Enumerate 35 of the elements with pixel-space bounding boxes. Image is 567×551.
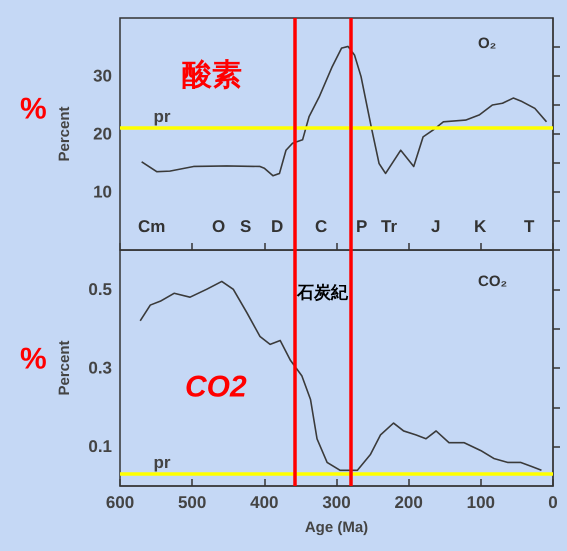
annotation: J (431, 217, 440, 236)
text: % (20, 92, 47, 126)
annotation: C (315, 217, 328, 236)
y-tick-label: 30 (93, 66, 112, 86)
y-tick-label: 20 (93, 124, 112, 144)
x-tick-label: 300 (322, 493, 351, 512)
annotation: T (524, 217, 535, 236)
y-axis-title: Percent (56, 340, 73, 396)
x-tick-label: 500 (178, 493, 206, 512)
x-tick-label: 0 (548, 493, 558, 512)
annotation: 石炭紀 (296, 283, 349, 302)
annotation: CO2 (185, 370, 247, 404)
annotation: K (474, 217, 487, 236)
y-tick-label: 0.1 (88, 437, 112, 456)
x-tick-label: 400 (250, 493, 279, 512)
annotation: D (271, 217, 284, 236)
annotation: Tr (381, 217, 398, 236)
x-tick-label: 100 (466, 493, 496, 512)
y-tick-label: 10 (93, 182, 112, 202)
x-tick-label: 200 (394, 493, 423, 512)
ref-line-label: pr (154, 107, 171, 126)
x-tick-label: 600 (106, 493, 134, 512)
annotation: S (240, 217, 252, 236)
x-axis-title: Age (Ma) (304, 519, 368, 536)
annotation: 酸素 (182, 58, 242, 92)
y-axis-title: Percent (56, 106, 73, 162)
annotation: CO₂ (478, 273, 508, 290)
text: % (20, 342, 47, 376)
annotation: Cm (138, 217, 166, 236)
annotation: P (356, 217, 368, 236)
annotation: O₂ (478, 35, 496, 52)
ref-line-label: pr (154, 453, 171, 472)
y-tick-label: 0.3 (88, 358, 112, 378)
annotation: O (212, 217, 226, 236)
y-tick-label: 0.5 (88, 280, 112, 299)
